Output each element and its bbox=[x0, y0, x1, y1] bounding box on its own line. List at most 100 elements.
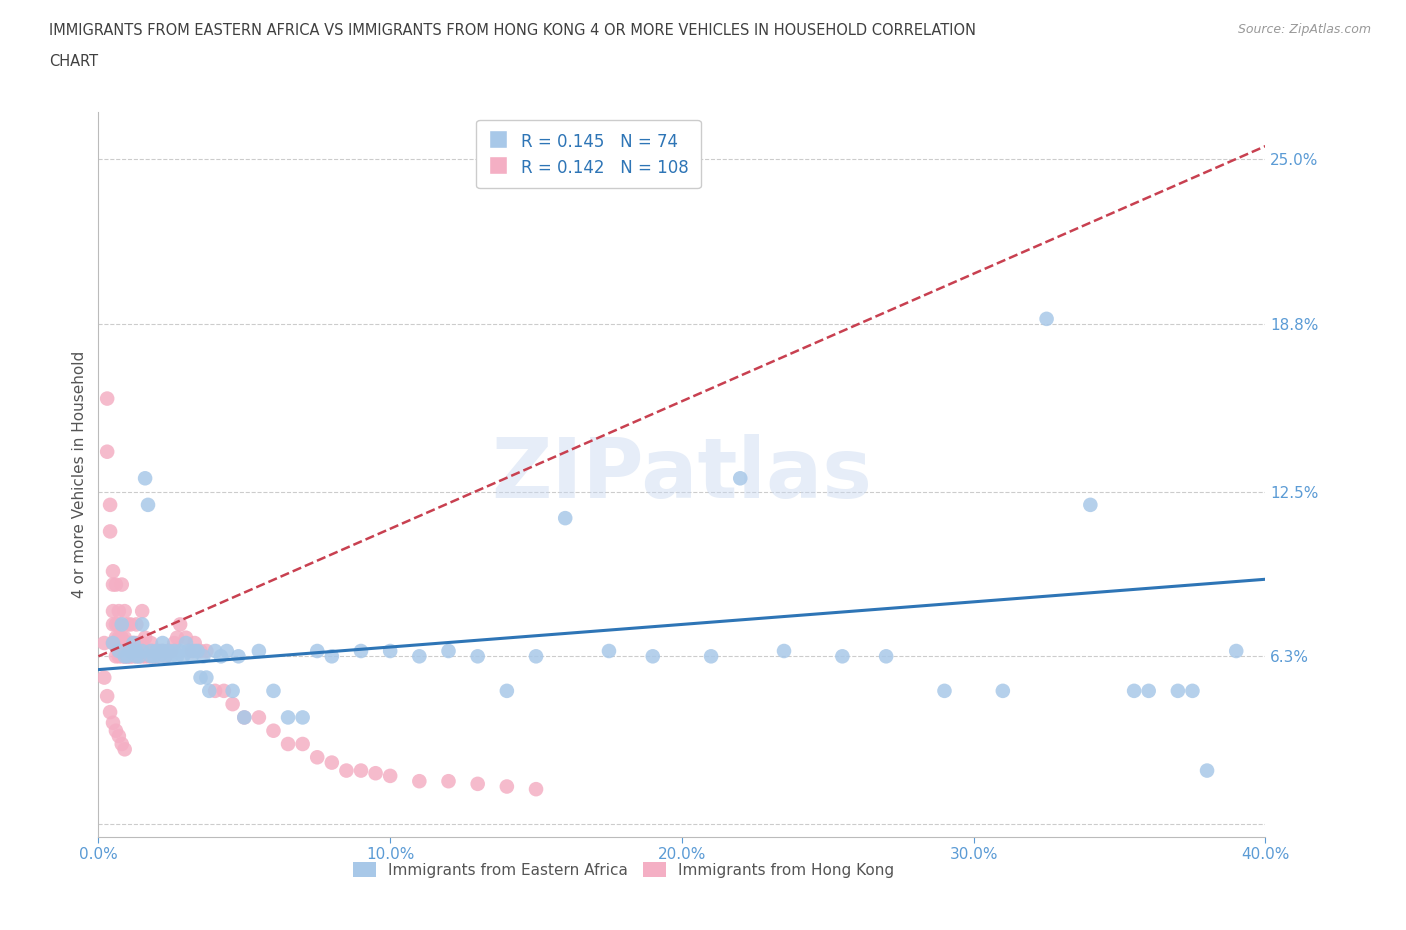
Immigrants from Eastern Africa bbox=[117, 649, 139, 664]
Immigrants from Hong Kong bbox=[108, 604, 131, 618]
Immigrants from Eastern Africa bbox=[700, 649, 723, 664]
Immigrants from Hong Kong bbox=[114, 649, 136, 664]
Immigrants from Hong Kong bbox=[101, 715, 124, 730]
Immigrants from Eastern Africa bbox=[180, 649, 202, 664]
Immigrants from Eastern Africa bbox=[1137, 684, 1160, 698]
Immigrants from Hong Kong bbox=[120, 635, 142, 650]
Immigrants from Eastern Africa bbox=[247, 644, 270, 658]
Immigrants from Eastern Africa bbox=[307, 644, 329, 658]
Immigrants from Eastern Africa bbox=[277, 710, 299, 724]
Immigrants from Hong Kong bbox=[131, 649, 153, 664]
Immigrants from Eastern Africa bbox=[831, 649, 853, 664]
Text: CHART: CHART bbox=[49, 54, 98, 69]
Immigrants from Hong Kong bbox=[104, 649, 127, 664]
Immigrants from Hong Kong bbox=[111, 631, 134, 645]
Immigrants from Hong Kong bbox=[212, 684, 235, 698]
Text: IMMIGRANTS FROM EASTERN AFRICA VS IMMIGRANTS FROM HONG KONG 4 OR MORE VEHICLES I: IMMIGRANTS FROM EASTERN AFRICA VS IMMIGR… bbox=[49, 23, 976, 38]
Immigrants from Hong Kong bbox=[98, 524, 121, 538]
Immigrants from Hong Kong bbox=[93, 671, 115, 685]
Immigrants from Eastern Africa bbox=[131, 644, 153, 658]
Immigrants from Eastern Africa bbox=[467, 649, 489, 664]
Immigrants from Hong Kong bbox=[307, 750, 329, 764]
Immigrants from Hong Kong bbox=[117, 644, 139, 658]
Immigrants from Hong Kong bbox=[190, 644, 212, 658]
Immigrants from Hong Kong bbox=[152, 644, 174, 658]
Immigrants from Hong Kong bbox=[98, 705, 121, 720]
Immigrants from Hong Kong bbox=[111, 737, 134, 751]
Immigrants from Eastern Africa bbox=[233, 710, 256, 724]
Immigrants from Hong Kong bbox=[142, 644, 165, 658]
Immigrants from Eastern Africa bbox=[524, 649, 547, 664]
Immigrants from Eastern Africa bbox=[198, 684, 221, 698]
Immigrants from Eastern Africa bbox=[1035, 312, 1057, 326]
Immigrants from Hong Kong bbox=[117, 617, 139, 631]
Immigrants from Eastern Africa bbox=[209, 649, 232, 664]
Immigrants from Hong Kong bbox=[122, 649, 145, 664]
Immigrants from Eastern Africa bbox=[350, 644, 373, 658]
Immigrants from Hong Kong bbox=[139, 635, 162, 650]
Immigrants from Hong Kong bbox=[120, 649, 142, 664]
Immigrants from Eastern Africa bbox=[408, 649, 430, 664]
Immigrants from Hong Kong bbox=[96, 689, 118, 704]
Y-axis label: 4 or more Vehicles in Household: 4 or more Vehicles in Household bbox=[72, 351, 87, 598]
Immigrants from Hong Kong bbox=[408, 774, 430, 789]
Immigrants from Eastern Africa bbox=[1167, 684, 1189, 698]
Immigrants from Hong Kong bbox=[134, 649, 156, 664]
Immigrants from Hong Kong bbox=[114, 635, 136, 650]
Immigrants from Hong Kong bbox=[120, 649, 142, 664]
Immigrants from Hong Kong bbox=[233, 710, 256, 724]
Immigrants from Hong Kong bbox=[169, 617, 191, 631]
Immigrants from Eastern Africa bbox=[262, 684, 284, 698]
Immigrants from Eastern Africa bbox=[146, 644, 169, 658]
Immigrants from Eastern Africa bbox=[204, 644, 226, 658]
Immigrants from Hong Kong bbox=[98, 498, 121, 512]
Immigrants from Hong Kong bbox=[122, 644, 145, 658]
Immigrants from Eastern Africa bbox=[174, 635, 197, 650]
Immigrants from Hong Kong bbox=[101, 564, 124, 578]
Immigrants from Eastern Africa bbox=[730, 471, 752, 485]
Immigrants from Hong Kong bbox=[350, 764, 373, 778]
Immigrants from Hong Kong bbox=[128, 635, 150, 650]
Immigrants from Eastern Africa bbox=[1181, 684, 1204, 698]
Immigrants from Eastern Africa bbox=[598, 644, 620, 658]
Immigrants from Hong Kong bbox=[120, 644, 142, 658]
Immigrants from Eastern Africa bbox=[160, 649, 183, 664]
Immigrants from Hong Kong bbox=[101, 617, 124, 631]
Immigrants from Hong Kong bbox=[163, 635, 186, 650]
Immigrants from Hong Kong bbox=[93, 635, 115, 650]
Immigrants from Eastern Africa bbox=[136, 498, 159, 512]
Immigrants from Hong Kong bbox=[180, 644, 202, 658]
Immigrants from Eastern Africa bbox=[111, 617, 134, 631]
Immigrants from Eastern Africa bbox=[1225, 644, 1247, 658]
Immigrants from Hong Kong bbox=[101, 604, 124, 618]
Immigrants from Eastern Africa bbox=[991, 684, 1014, 698]
Immigrants from Hong Kong bbox=[125, 649, 148, 664]
Immigrants from Hong Kong bbox=[146, 644, 169, 658]
Immigrants from Hong Kong bbox=[335, 764, 357, 778]
Immigrants from Hong Kong bbox=[496, 779, 519, 794]
Immigrants from Eastern Africa bbox=[380, 644, 402, 658]
Immigrants from Hong Kong bbox=[96, 392, 118, 406]
Immigrants from Hong Kong bbox=[117, 649, 139, 664]
Immigrants from Hong Kong bbox=[114, 644, 136, 658]
Immigrants from Hong Kong bbox=[364, 765, 387, 780]
Immigrants from Eastern Africa bbox=[172, 649, 194, 664]
Legend: Immigrants from Eastern Africa, Immigrants from Hong Kong: Immigrants from Eastern Africa, Immigran… bbox=[347, 856, 900, 884]
Immigrants from Eastern Africa bbox=[190, 671, 212, 685]
Text: ZIPatlas: ZIPatlas bbox=[492, 433, 872, 515]
Immigrants from Eastern Africa bbox=[131, 617, 153, 631]
Immigrants from Eastern Africa bbox=[125, 644, 148, 658]
Immigrants from Eastern Africa bbox=[166, 649, 188, 664]
Immigrants from Hong Kong bbox=[122, 635, 145, 650]
Immigrants from Hong Kong bbox=[149, 644, 172, 658]
Immigrants from Eastern Africa bbox=[139, 644, 162, 658]
Immigrants from Eastern Africa bbox=[134, 471, 156, 485]
Immigrants from Hong Kong bbox=[174, 631, 197, 645]
Immigrants from Hong Kong bbox=[114, 649, 136, 664]
Immigrants from Eastern Africa bbox=[101, 635, 124, 650]
Immigrants from Hong Kong bbox=[108, 631, 131, 645]
Immigrants from Hong Kong bbox=[204, 684, 226, 698]
Immigrants from Eastern Africa bbox=[291, 710, 314, 724]
Immigrants from Hong Kong bbox=[467, 777, 489, 791]
Immigrants from Eastern Africa bbox=[128, 649, 150, 664]
